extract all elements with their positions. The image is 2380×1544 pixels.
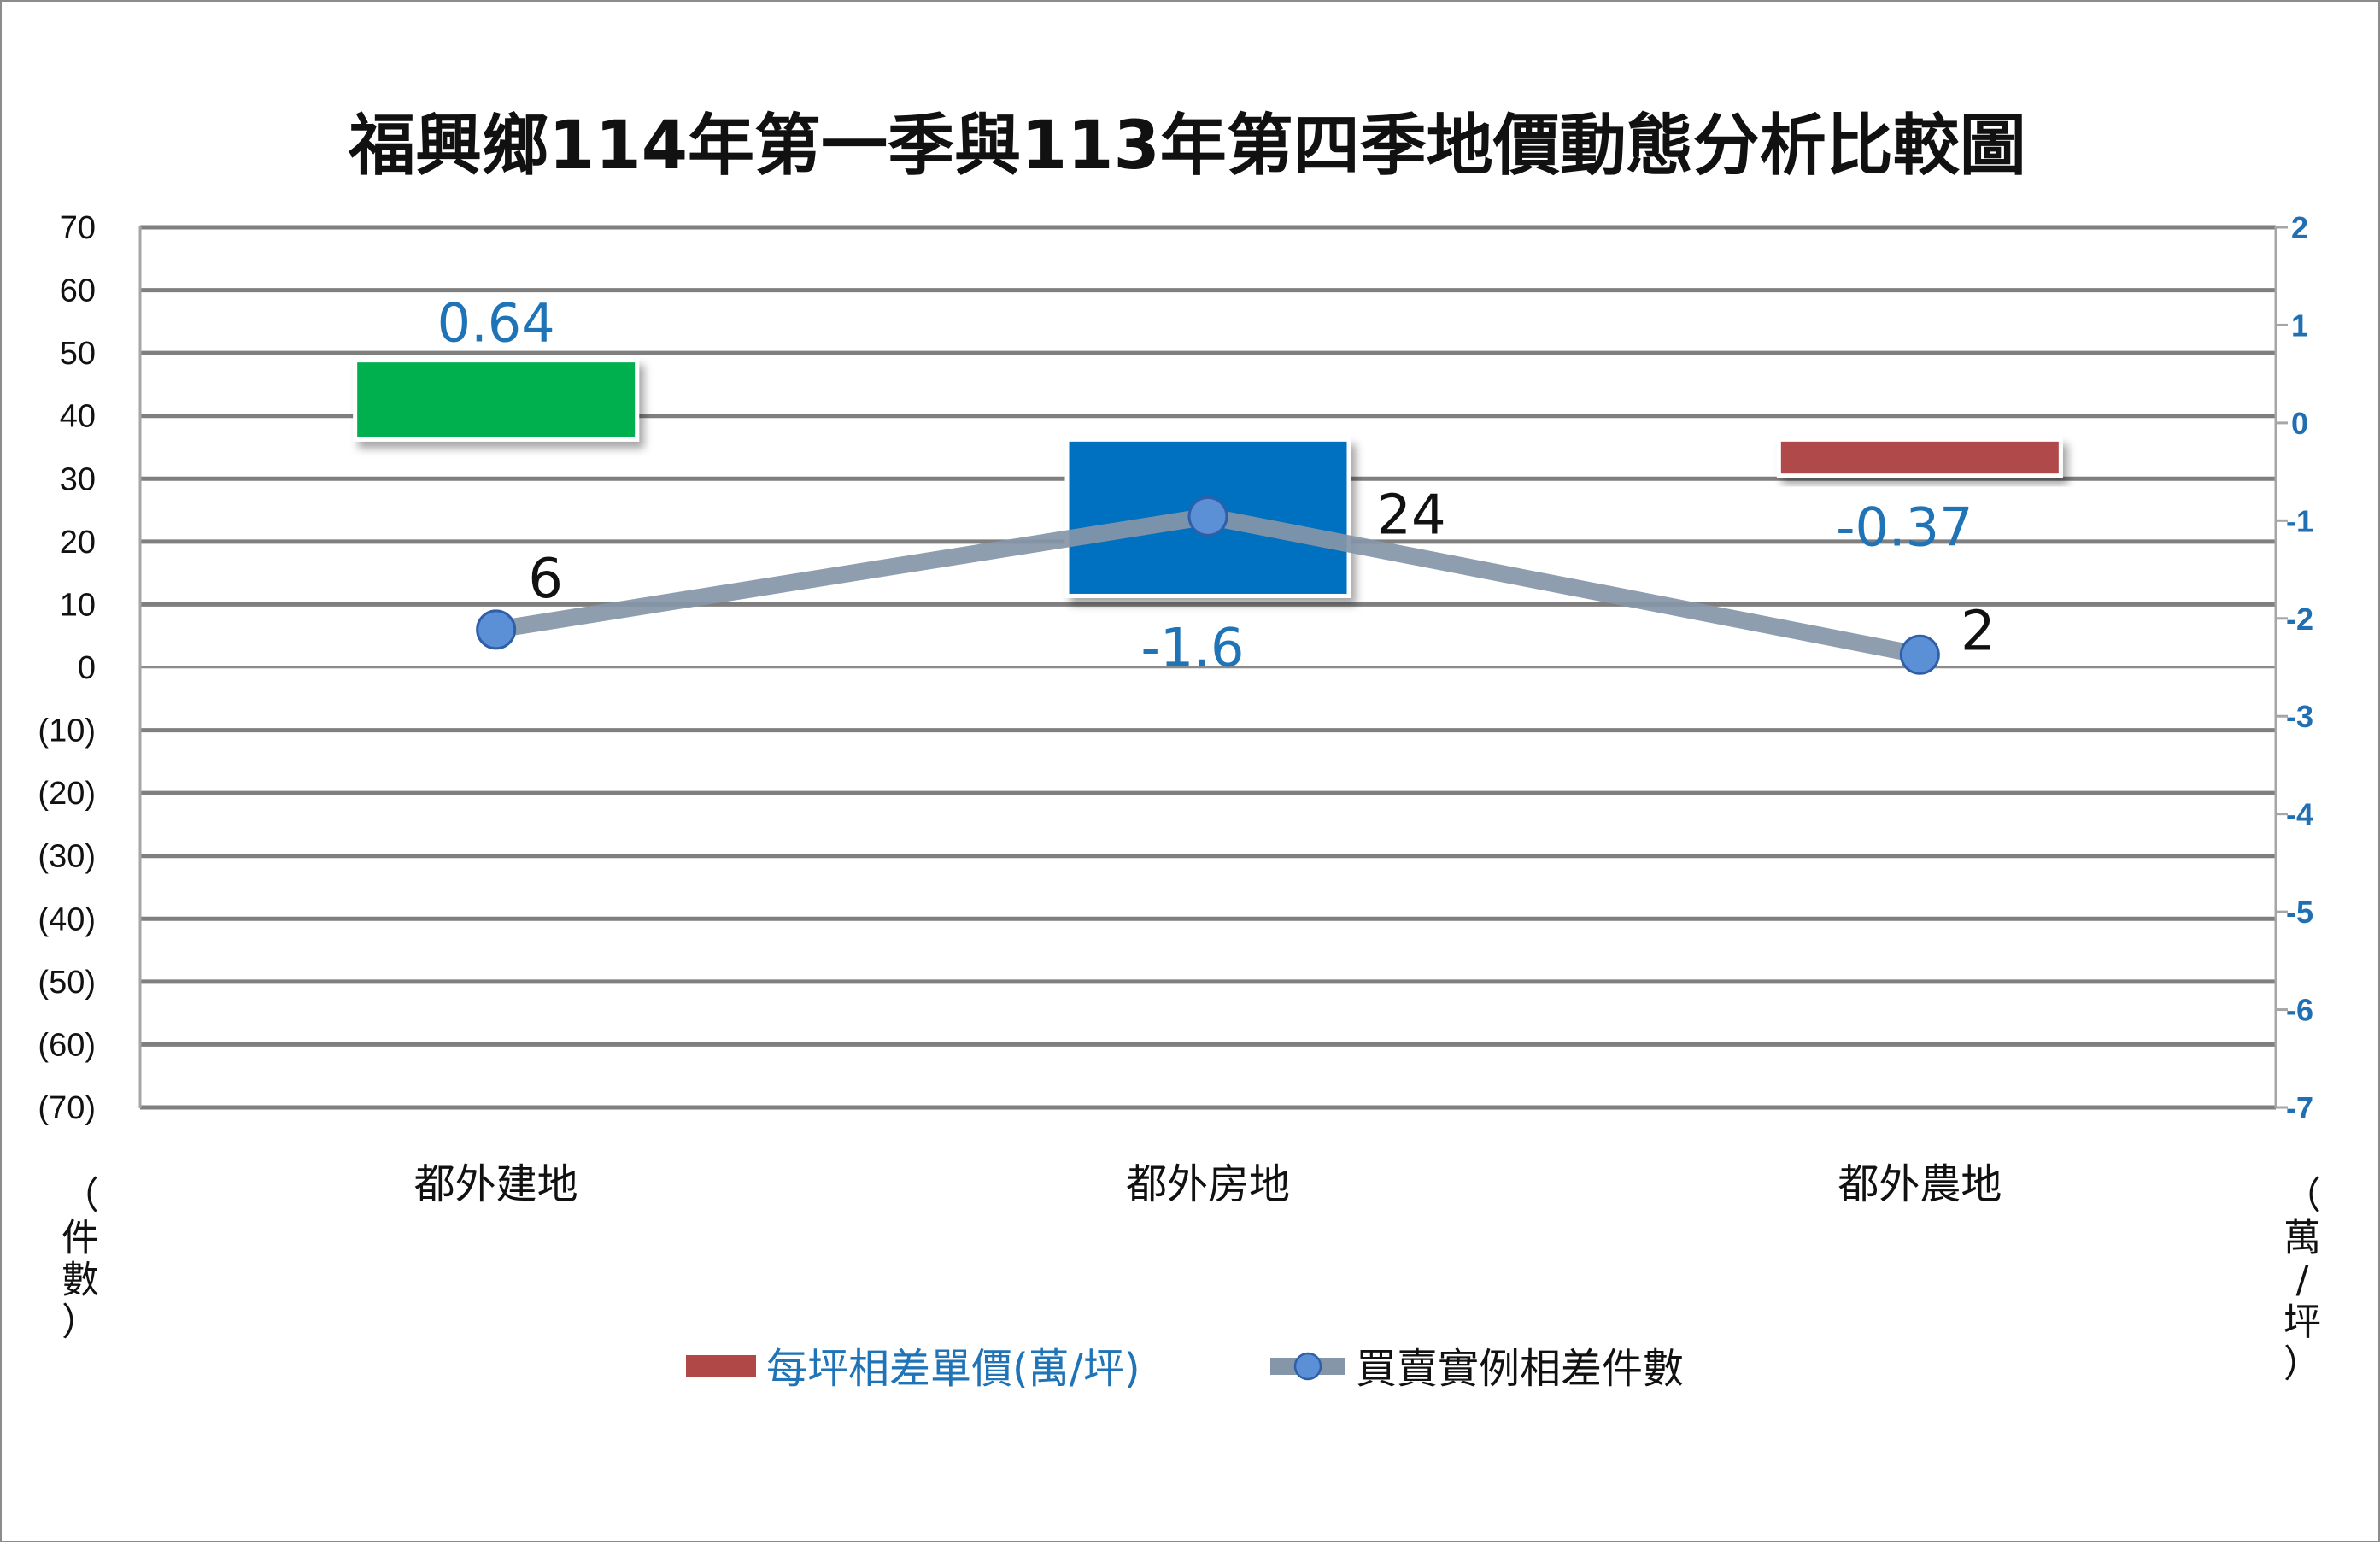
right-axis-title-text: （萬/坪） [2283, 1174, 2321, 1386]
left-tick-label: (10) [38, 713, 96, 749]
left-axis-title-text: （件數） [62, 1174, 99, 1344]
bar-data-labels: 0.64 -1.6 -0.37 [437, 292, 1973, 679]
legend-bar-swatch [686, 1355, 756, 1377]
left-axis-ticks: 70 60 50 40 30 20 10 0 (10) (20) (30) (40) (50) (60) (… [38, 210, 96, 1126]
left-tick-label: (40) [38, 901, 96, 937]
bar-data-label: -0.37 [1836, 496, 1973, 559]
category-label: 都外農地 [1838, 1160, 2002, 1208]
left-tick-label: 20 [60, 525, 96, 561]
left-tick-label: (30) [38, 839, 96, 875]
bar-data-label: 0.64 [437, 292, 555, 355]
right-tick-label: -6 [2286, 993, 2313, 1028]
bar-data-label: -1.6 [1141, 616, 1245, 678]
left-tick-label: 50 [60, 336, 96, 372]
right-tick-label: 0 [2291, 406, 2308, 441]
right-axis-title: （萬/坪） [2283, 1174, 2321, 1386]
right-tick-label: -3 [2286, 699, 2313, 734]
chart-title: 福興鄉114年第一季與113年第四季地價動態分析比較圖 [348, 108, 2026, 185]
right-tick-label: -1 [2286, 503, 2313, 538]
line-data-label: 6 [528, 548, 563, 611]
left-tick-label: 10 [60, 587, 96, 623]
right-tick-label: 1 [2291, 308, 2308, 343]
legend-bar-label: 每坪相差單價(萬/坪) [766, 1345, 1140, 1393]
left-tick-label: (70) [38, 1090, 96, 1126]
line-data-label: 24 [1376, 484, 1445, 547]
right-tick-label: -2 [2286, 602, 2313, 637]
left-tick-label: 0 [78, 650, 96, 686]
left-tick-label: (50) [38, 965, 96, 1001]
left-tick-label: (60) [38, 1027, 96, 1063]
legend-line-label: 買賣實例相差件數 [1356, 1345, 1684, 1393]
right-tick-label: -4 [2286, 797, 2313, 832]
right-tick-label: 2 [2291, 210, 2308, 245]
category-label: 都外房地 [1126, 1160, 1290, 1208]
right-axis-ticks: 2 1 0 -1 -2 -3 -4 -5 -6 -7 [2276, 210, 2313, 1125]
line-point [476, 609, 517, 650]
right-tick-label: -7 [2286, 1090, 2313, 1125]
category-labels: 都外建地 都外房地 都外農地 [414, 1160, 2002, 1208]
category-label: 都外建地 [414, 1160, 578, 1208]
legend: 每坪相差單價(萬/坪) 買賣實例相差件數 [686, 1345, 1684, 1393]
bar [1776, 437, 2063, 478]
line-point [1899, 634, 1940, 675]
left-tick-label: 40 [60, 399, 96, 435]
left-tick-label: 70 [60, 210, 96, 246]
line-series [476, 496, 1940, 675]
left-tick-label: (20) [38, 776, 96, 812]
line-data-label: 2 [1961, 600, 1996, 663]
bar-series [353, 358, 2063, 598]
bar [353, 358, 640, 442]
line-point [1187, 496, 1228, 537]
legend-line-marker [1293, 1352, 1322, 1381]
left-axis-title: （件數） [62, 1174, 99, 1344]
line-data-labels: 6 24 2 [528, 484, 1995, 663]
left-tick-label: 60 [60, 273, 96, 309]
right-tick-label: -5 [2286, 895, 2313, 930]
left-tick-label: 30 [60, 461, 96, 497]
